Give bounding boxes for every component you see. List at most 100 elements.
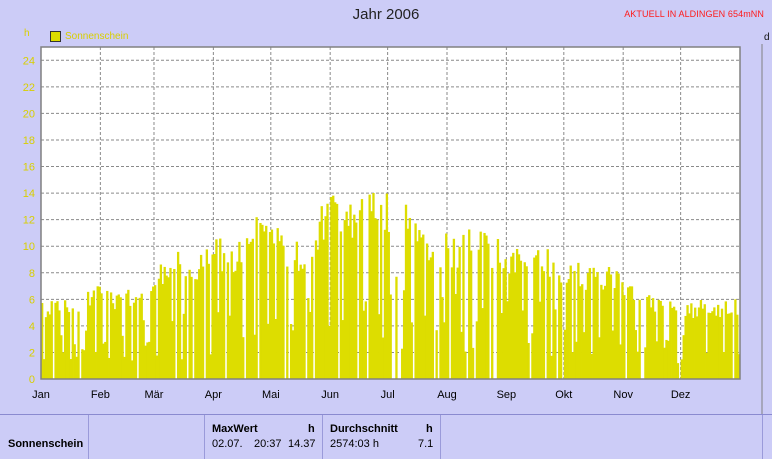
sunshine-bar: [605, 271, 609, 379]
sunshine-bar: [165, 275, 168, 379]
sunshine-bar: [129, 305, 132, 379]
sunshine-bar: [684, 315, 687, 379]
sunshine-bar: [724, 301, 727, 379]
sunshine-bar: [722, 352, 726, 379]
sunshine-bar: [81, 349, 84, 379]
sunshine-bar: [108, 357, 111, 379]
sunshine-bar: [527, 343, 530, 379]
sunshine-bar: [62, 352, 65, 379]
sunshine-bar: [615, 271, 618, 379]
sunshine-bar: [358, 210, 362, 379]
sunshine-bar: [104, 341, 107, 379]
sunshine-bar: [443, 322, 446, 379]
sunshine-bar: [134, 297, 138, 379]
sunshine-bar: [736, 314, 739, 379]
sunshine-bar: [291, 330, 295, 379]
sunshine-bar: [734, 299, 737, 379]
sunshine-bar: [649, 307, 653, 379]
sunshine-bar: [167, 277, 170, 379]
stats-spare-cell: [440, 415, 763, 459]
sunshine-bar: [234, 270, 237, 379]
sunshine-bar: [270, 229, 274, 379]
sunshine-bar: [379, 204, 383, 379]
max-date: 02.07.: [212, 438, 243, 450]
sunshine-bar: [464, 351, 467, 379]
sunshine-bar: [121, 335, 124, 379]
x-tick-label: Jun: [321, 389, 339, 401]
x-tick-label: Jan: [32, 389, 50, 401]
sunshine-bar: [341, 320, 344, 379]
sunshine-bar: [695, 316, 699, 379]
sunshine-bar: [226, 262, 230, 379]
sunshine-bar: [266, 323, 270, 379]
sunshine-bar: [75, 356, 78, 379]
sunshine-bar: [531, 333, 534, 379]
sunshine-bar: [378, 314, 381, 379]
y-tick-label: 22: [23, 82, 35, 94]
sunshine-bar: [717, 304, 720, 379]
sunshine-bar: [240, 262, 243, 379]
sunshine-bar: [113, 309, 117, 379]
sunshine-bar: [343, 220, 346, 379]
sunshine-bar: [667, 340, 670, 379]
sunshine-bar: [498, 262, 502, 379]
legend-swatch: [50, 31, 61, 42]
sunshine-bar: [278, 241, 281, 379]
sunshine-bar: [718, 317, 722, 379]
sunshine-bar: [50, 301, 53, 379]
sunshine-bar: [487, 243, 490, 379]
sunshine-bar: [496, 239, 500, 379]
sunshine-bar: [590, 353, 593, 379]
sunshine-bar: [389, 294, 392, 379]
sunshine-bar: [335, 203, 339, 379]
sunshine-bar: [422, 234, 425, 379]
sunshine-bar: [458, 246, 461, 379]
sunshine-bar: [201, 266, 205, 379]
sunshine-bar: [690, 303, 693, 379]
sunshine-bar: [565, 282, 569, 379]
sunshine-bar: [659, 300, 662, 379]
sunshine-bar: [701, 308, 705, 379]
sunshine-bar: [462, 234, 465, 379]
sunshine-bar: [418, 230, 421, 379]
sunshine-bar: [295, 241, 299, 379]
sunshine-bar: [106, 290, 109, 379]
sunshine-bar: [63, 300, 67, 379]
sunshine-bar: [65, 307, 69, 379]
sunshine-bar: [425, 243, 429, 379]
sunshine-bar: [571, 352, 574, 379]
sunshine-bar: [222, 253, 226, 379]
stats-row-label: Sonnenschein: [8, 438, 84, 450]
sunshine-bar: [582, 332, 586, 379]
sunshine-bar: [738, 354, 741, 379]
sunshine-bar: [632, 299, 636, 379]
y-tick-label: 16: [23, 162, 35, 174]
sunshine-bar: [611, 330, 615, 379]
sunshine-bar: [355, 222, 358, 379]
sunshine-bar: [173, 268, 176, 379]
sunshine-bar: [477, 249, 480, 379]
sunshine-bar: [446, 248, 450, 379]
sunshine-bar: [579, 286, 582, 379]
sunshine-bar: [182, 313, 186, 379]
sunshine-bar: [328, 325, 331, 379]
sunshine-bar: [588, 268, 592, 379]
sunshine-bar: [703, 304, 706, 379]
sunshine-bar: [376, 219, 379, 379]
sunshine-bar: [85, 330, 88, 379]
sunshine-bar: [720, 308, 724, 379]
max-unit: h: [308, 423, 315, 435]
sunshine-bar: [604, 285, 607, 379]
sunshine-bar: [196, 279, 199, 379]
sunshine-bar: [169, 267, 172, 379]
sunshine-bar: [228, 315, 231, 379]
sunshine-bar: [148, 341, 151, 379]
sunshine-bar: [523, 262, 526, 379]
sunshine-bar: [471, 347, 475, 379]
sunshine-bar: [705, 352, 708, 379]
sunshine-bar: [316, 249, 320, 379]
sunshine-bar: [353, 214, 356, 379]
sunshine-bar: [150, 291, 153, 379]
sunshine-bar: [385, 193, 389, 379]
sunshine-bar: [508, 273, 511, 379]
